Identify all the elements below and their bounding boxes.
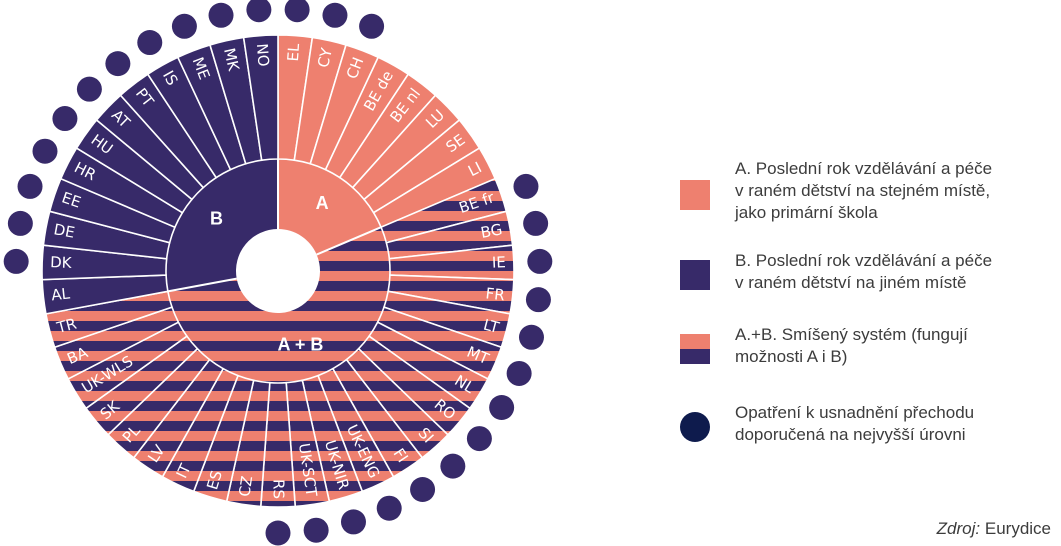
recommendation-dot: [32, 138, 58, 164]
segment-label: DK: [50, 253, 73, 272]
recommendation-dot: [506, 360, 532, 386]
segment-label: EE: [59, 188, 83, 211]
segment-label: CZ: [235, 475, 256, 498]
recommendation-dot: [171, 13, 197, 39]
group-label-ab: A + B: [278, 334, 324, 354]
segment-label: RS: [270, 479, 288, 499]
recommendation-dot: [440, 453, 466, 479]
inner-sector-ab: [167, 227, 390, 383]
recommendation-dot: [303, 517, 329, 543]
source-label: Zdroj:: [936, 519, 981, 538]
segment-label: FR: [485, 284, 506, 304]
segment-label: BG: [479, 220, 504, 242]
recommendation-dot: [284, 0, 310, 23]
inner-sector-a: [278, 159, 382, 255]
source-note: Zdroj: Eurydice: [937, 519, 1051, 539]
legend-label-a: A. Poslední rok vzdělávání a péče v rané…: [735, 159, 993, 222]
source-value: Eurydice: [984, 519, 1051, 538]
recommendation-dot: [489, 394, 515, 420]
segment-label: MK: [220, 46, 243, 73]
segment-label: EL: [284, 42, 303, 62]
recommendation-dot: [52, 106, 78, 132]
recommendation-dot: [246, 0, 272, 23]
segment-label: DE: [52, 220, 76, 242]
segment-label: IE: [492, 253, 507, 271]
legend-swatch-ab: [680, 334, 710, 364]
recommendation-dot: [466, 426, 492, 452]
recommendation-dot: [513, 173, 539, 199]
segment-label: TR: [54, 315, 78, 338]
group-divider: [316, 226, 382, 256]
recommendation-dot: [208, 2, 234, 28]
legend-label-dot: Opatření k usnadnění přechodu doporučená…: [735, 403, 975, 444]
recommendation-dot: [137, 30, 163, 56]
recommendation-dot: [523, 210, 549, 236]
recommendation-dot: [105, 51, 131, 77]
recommendation-dot: [17, 173, 43, 199]
recommendation-dot: [322, 2, 348, 28]
recommendation-dot: [376, 495, 402, 521]
recommendation-dot: [518, 324, 544, 350]
segment-label: CY: [314, 46, 336, 70]
recommendation-dot: [527, 248, 553, 274]
legend-swatch-b: [680, 260, 710, 290]
recommendation-dot: [76, 76, 102, 102]
recommendation-dot: [3, 248, 29, 274]
segment-label: AL: [50, 284, 71, 304]
segment-label: LT: [481, 316, 501, 338]
group-label-a: A: [316, 193, 329, 213]
legend-dot-icon: [680, 412, 710, 442]
group-divider: [167, 277, 237, 293]
legend-swatch-a: [680, 180, 710, 210]
segment-label: ES: [203, 468, 226, 491]
group-label-b: B: [210, 209, 223, 229]
recommendation-dot: [359, 13, 385, 39]
legend-label-ab: A.+B. Smíšený systém (fungují možnosti A…: [735, 325, 968, 366]
recommendation-dot: [340, 509, 366, 535]
inner-sector-b: [165, 159, 278, 292]
legend-label-b: B. Poslední rok vzdělávání a péče v rané…: [735, 251, 993, 292]
recommendation-dot: [7, 210, 33, 236]
recommendation-dot: [265, 520, 291, 546]
recommendation-dot: [525, 287, 551, 313]
recommendation-dot: [410, 477, 436, 503]
segment-label: NO: [253, 43, 273, 67]
